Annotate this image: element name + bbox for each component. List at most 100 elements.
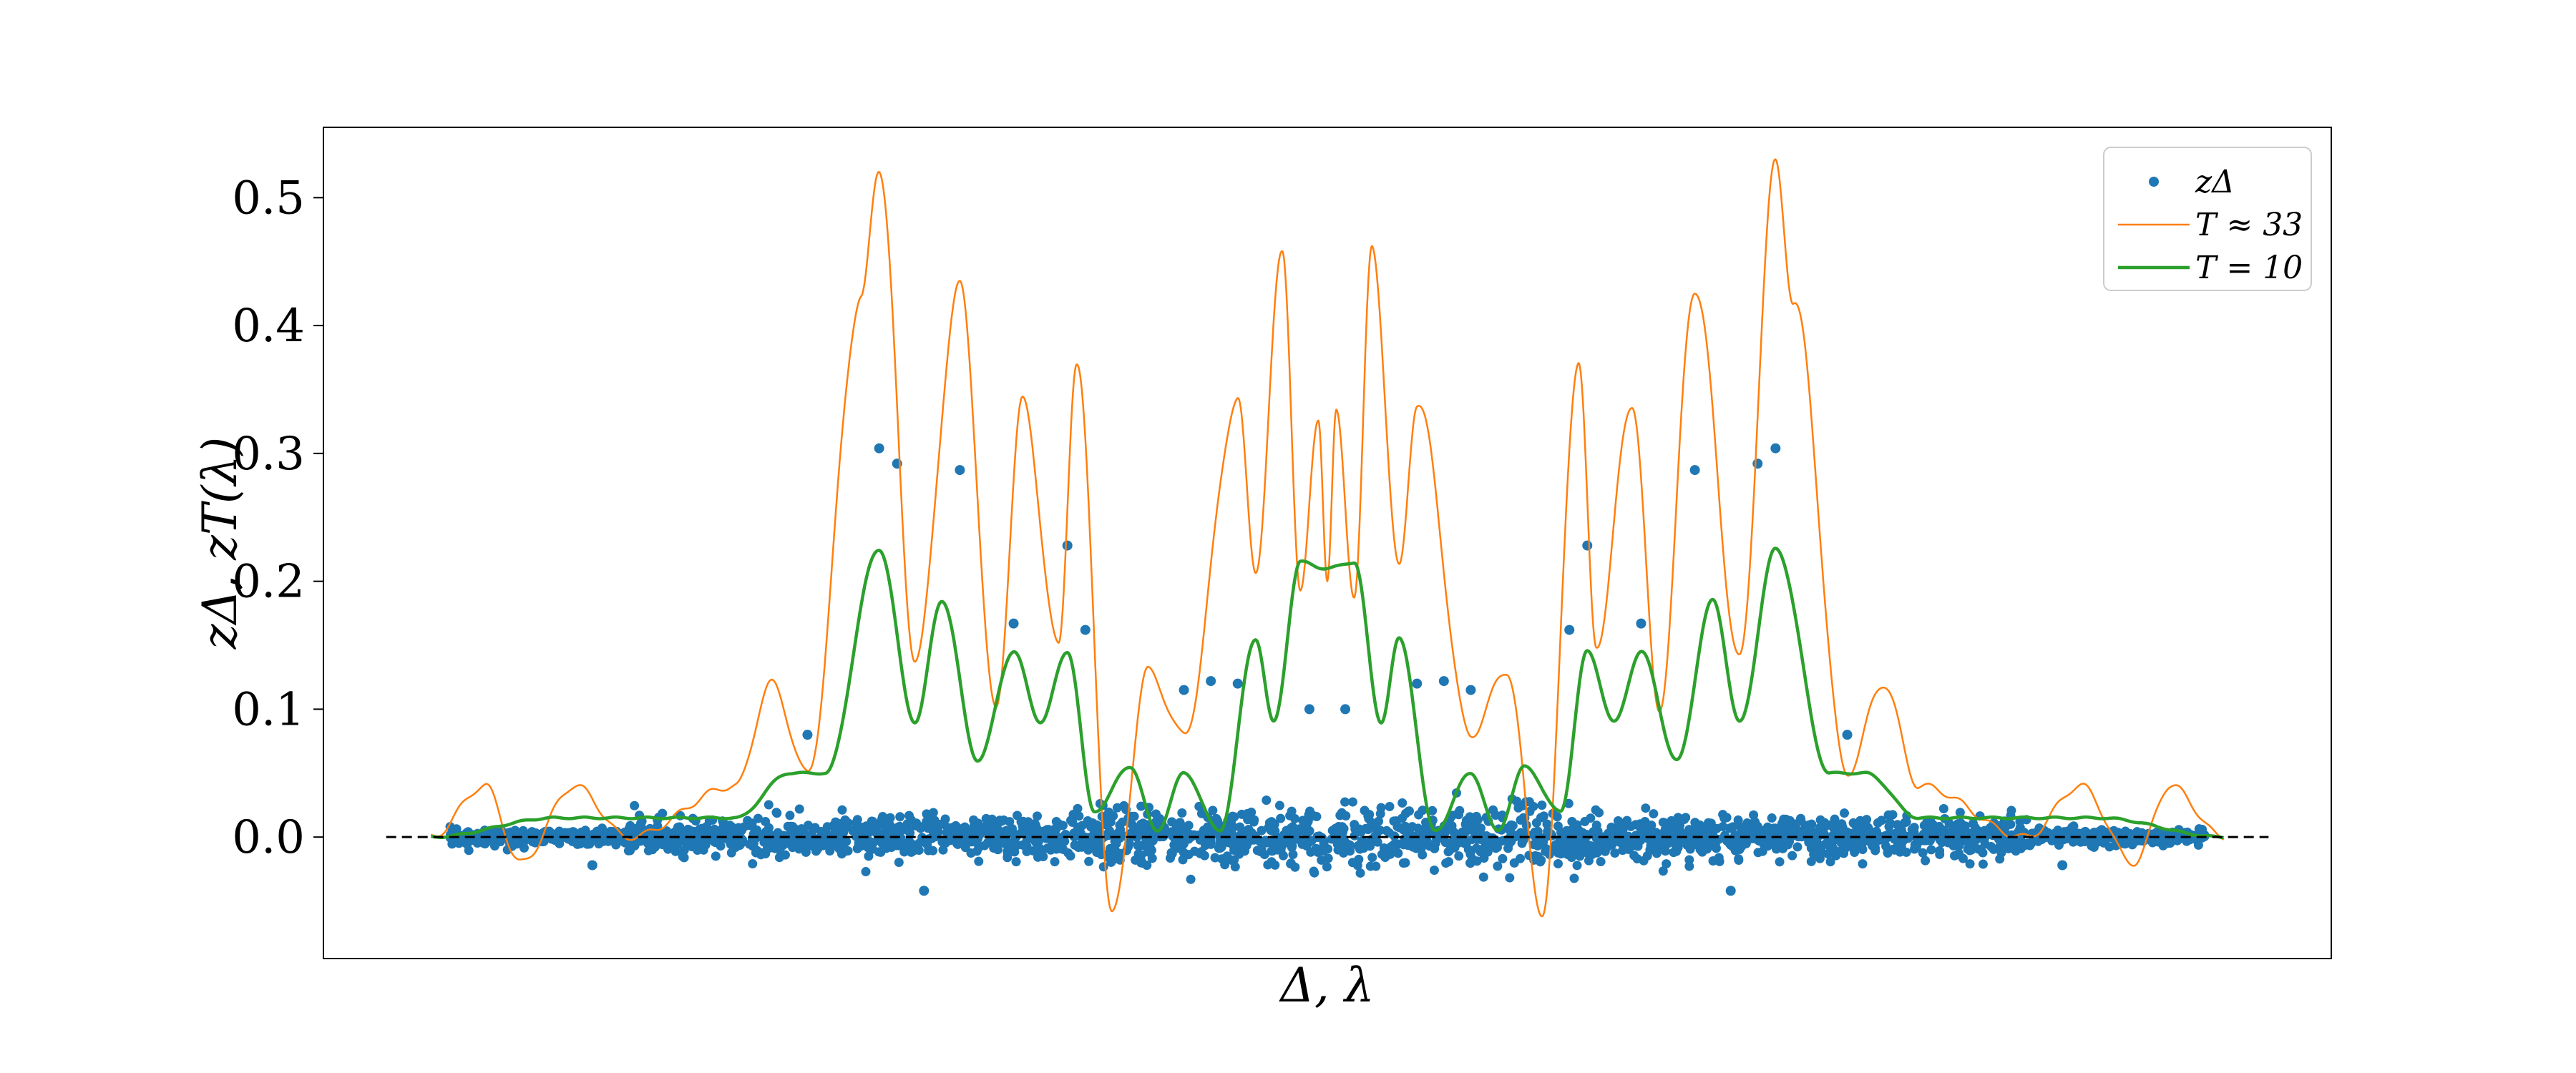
scatter-point: [1725, 886, 1736, 896]
scatter-point: [1323, 853, 1333, 863]
scatter-point: [1454, 851, 1464, 861]
scatter-point: [2089, 842, 2099, 852]
scatter-point: [821, 827, 831, 837]
scatter-point: [899, 839, 909, 849]
scatter-point: [938, 845, 948, 855]
scatter-point: [1430, 838, 1440, 848]
scatter-point: [2129, 831, 2139, 841]
scatter-point: [1178, 855, 1188, 865]
scatter-point: [681, 830, 691, 840]
scatter-point: [1689, 465, 1700, 476]
scatter-point: [1208, 805, 1218, 815]
scatter-point: [1690, 818, 1700, 828]
scatter-point: [1397, 798, 1407, 808]
scatter-point: [1050, 857, 1060, 867]
legend-label: zΔ: [2195, 164, 2235, 200]
scatter-point: [701, 838, 711, 848]
scatter-point: [2167, 831, 2177, 841]
scatter-point: [1823, 849, 1833, 859]
y-tick-label: 0.1: [232, 683, 305, 736]
scatter-point: [1094, 823, 1104, 833]
y-tick-label: 0.4: [232, 300, 305, 353]
scatter-point: [1574, 844, 1584, 854]
scatter-point: [823, 838, 833, 848]
scatter-point: [1147, 853, 1157, 863]
scatter-point: [1589, 827, 1599, 837]
scatter-point: [894, 858, 904, 868]
scatter-point: [1181, 825, 1191, 836]
scatter-point: [1901, 847, 1911, 857]
scatter-point: [1855, 815, 1865, 825]
scatter-point: [808, 838, 818, 848]
scatter-point: [1926, 845, 1936, 855]
scatter-point: [2079, 828, 2089, 838]
y-tick-label: 0.2: [232, 556, 305, 609]
scatter-point: [1626, 842, 1636, 852]
scatter-point: [1498, 853, 1508, 863]
scatter-point: [1376, 803, 1386, 813]
scatter-point: [1953, 819, 1963, 829]
scatter-point: [1524, 797, 1534, 807]
scatter-point: [1267, 846, 1277, 856]
scatter-point: [1551, 840, 1561, 850]
scatter-point: [919, 886, 930, 896]
scatter-point: [1127, 831, 1137, 841]
scatter-point: [1567, 825, 1577, 835]
scatter-point: [1460, 819, 1470, 829]
scatter-point: [1652, 848, 1662, 858]
scatter-point: [885, 833, 895, 843]
scatter-point: [1580, 817, 1590, 827]
scatter-point: [1870, 846, 1880, 856]
scatter-point: [1533, 853, 1543, 863]
scatter-point: [1262, 836, 1272, 846]
scatter-point: [876, 847, 886, 857]
scatter-point: [1517, 836, 1527, 846]
scatter-point: [1450, 828, 1460, 838]
scatter-point: [711, 851, 721, 861]
scatter-point: [958, 838, 968, 848]
scatter-point: [1663, 838, 1673, 848]
scatter-point: [643, 838, 653, 848]
legend-label: T = 10: [2195, 250, 2303, 286]
scatter-point: [1199, 851, 1209, 861]
scatter-point: [1118, 817, 1128, 827]
scatter-point: [1267, 823, 1277, 833]
scatter-point: [1062, 540, 1073, 551]
scatter-point: [892, 841, 902, 851]
scatter-point: [1815, 815, 1825, 825]
scatter-point: [1277, 837, 1287, 847]
scatter-point: [1453, 809, 1463, 819]
scatter-point: [475, 833, 485, 843]
scatter-point: [1944, 818, 1954, 828]
scatter-point: [1842, 827, 1852, 837]
scatter-point: [1186, 874, 1196, 884]
scatter-point: [1493, 861, 1503, 871]
scatter-point: [1596, 857, 1606, 867]
scatter-point: [1780, 819, 1790, 829]
scatter-point: [955, 465, 965, 476]
scatter-point: [1825, 857, 1835, 867]
scatter-point: [1278, 851, 1288, 861]
scatter-point: [1968, 818, 1979, 828]
scatter-point: [1566, 853, 1576, 863]
scatter-point: [554, 831, 564, 841]
scatter-point: [861, 867, 871, 877]
scatter-point: [1318, 846, 1328, 856]
scatter-point: [2068, 837, 2078, 847]
scatter-point: [1542, 819, 1552, 829]
scatter-point: [2006, 819, 2016, 829]
scatter-point: [1684, 861, 1694, 871]
scatter-point: [1263, 860, 1273, 870]
scatter-point: [1536, 813, 1546, 823]
scatter-point: [1586, 849, 1596, 859]
scatter-point: [1016, 817, 1026, 827]
scatter-point: [1423, 836, 1433, 846]
scatter-point: [1574, 827, 1584, 837]
scatter-point: [1491, 810, 1501, 820]
scatter-point: [1244, 836, 1254, 846]
scatter-point: [692, 836, 702, 846]
scatter-point: [1337, 822, 1347, 832]
scatter-point: [1718, 821, 1728, 831]
scatter-point: [510, 825, 520, 836]
scatter-point: [933, 820, 943, 831]
